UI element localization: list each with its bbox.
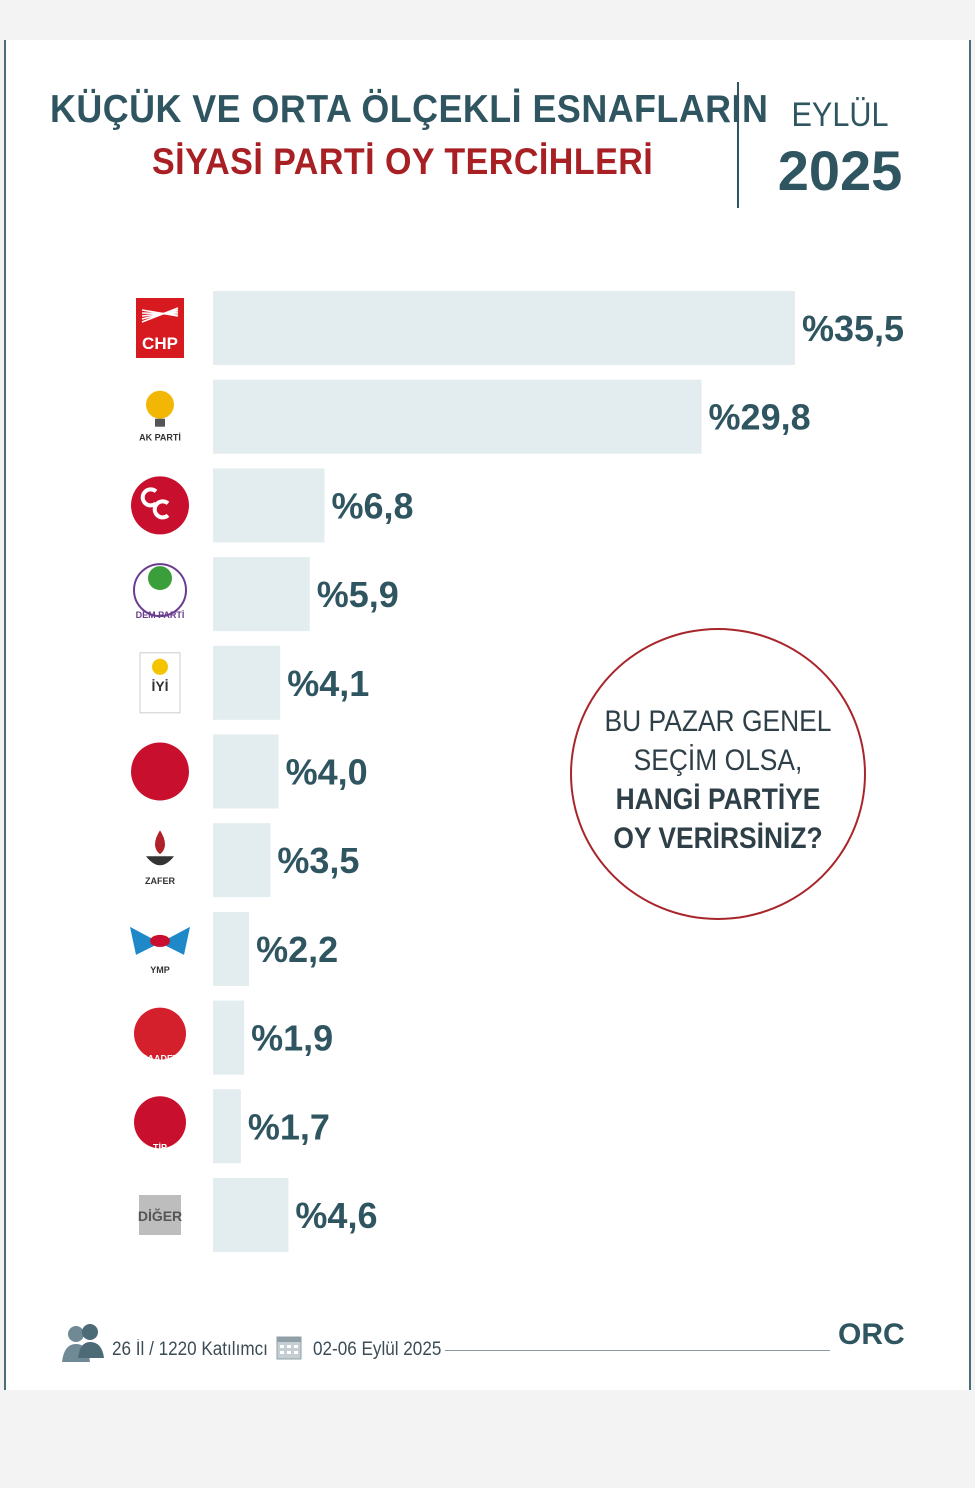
party-logo-4: DEM PARTİ [133, 563, 187, 620]
party-logo-7: ZAFER [145, 830, 175, 886]
brand-logo: ORC [838, 1318, 905, 1351]
bar-2 [213, 379, 702, 454]
party-logo-text-10: TİP [153, 1142, 167, 1152]
survey-month: EYLÜL [791, 96, 889, 134]
value-label-1: %35,5 [802, 308, 904, 349]
bar-10 [213, 1089, 241, 1164]
question-line-4: OY VERİRSİNİZ? [613, 822, 823, 855]
bar-7 [213, 823, 271, 898]
party-logo-8: YMP [130, 926, 190, 975]
bar-1 [213, 291, 795, 365]
participants-icon [62, 1324, 104, 1362]
party-logo-text-5: İYİ [151, 678, 168, 694]
survey-year: 2025 [777, 139, 903, 202]
bar-11 [213, 1178, 289, 1252]
party-logo-text-2: AK PARTİ [139, 433, 181, 443]
party-logo-9: SAADET [134, 1007, 186, 1064]
question-circle: BU PAZAR GENEL SEÇİM OLSA, HANGİ PARTİYE… [570, 628, 866, 920]
question-line-3: HANGİ PARTİYE [615, 783, 821, 816]
party-logo-6 [131, 742, 189, 801]
value-label-11: %4,6 [295, 1195, 377, 1236]
party-logo-text-8: YMP [150, 965, 170, 975]
bar-6 [213, 734, 279, 809]
value-label-2: %29,8 [709, 397, 811, 438]
bar-5 [213, 645, 281, 720]
value-label-5: %4,1 [287, 663, 369, 704]
party-logo-2: AK PARTİ [139, 390, 181, 443]
party-logo-3 [131, 476, 189, 535]
party-logo-text-9: SAADET [141, 1054, 179, 1064]
party-logo-5: İYİ [139, 652, 181, 714]
party-logo-11: DİĞER [138, 1195, 182, 1235]
value-label-6: %4,0 [286, 752, 368, 793]
bar-3 [213, 468, 325, 543]
bar-9 [213, 1000, 245, 1075]
survey-dates: 02-06 Eylül 2025 [313, 1339, 442, 1360]
question-line-2: SEÇİM OLSA, [633, 744, 803, 777]
sample-size: 26 İl / 1220 Katılımcı [112, 1339, 268, 1360]
bar-8 [213, 911, 250, 986]
party-logo-text-1: CHP [142, 334, 178, 353]
footer-divider [445, 1350, 830, 1351]
value-label-4: %5,9 [317, 574, 399, 615]
party-logo-text-11: DİĞER [138, 1207, 182, 1224]
value-label-10: %1,7 [248, 1106, 330, 1147]
value-label-8: %2,2 [256, 929, 338, 970]
value-label-7: %3,5 [277, 840, 359, 881]
value-label-9: %1,9 [251, 1018, 333, 1059]
calendar-icon [276, 1336, 302, 1360]
party-logo-text-4: DEM PARTİ [136, 610, 185, 620]
question-line-1: BU PAZAR GENEL [604, 705, 832, 738]
party-logo-text-7: ZAFER [145, 876, 175, 886]
bar-4 [213, 557, 310, 632]
party-logo-10: TİP [134, 1096, 186, 1152]
party-logo-1: CHP [136, 298, 184, 358]
header-divider [737, 82, 739, 208]
value-label-3: %6,8 [331, 485, 413, 526]
title-line-2: SİYASİ PARTİ OY TERCİHLERİ [152, 141, 654, 182]
